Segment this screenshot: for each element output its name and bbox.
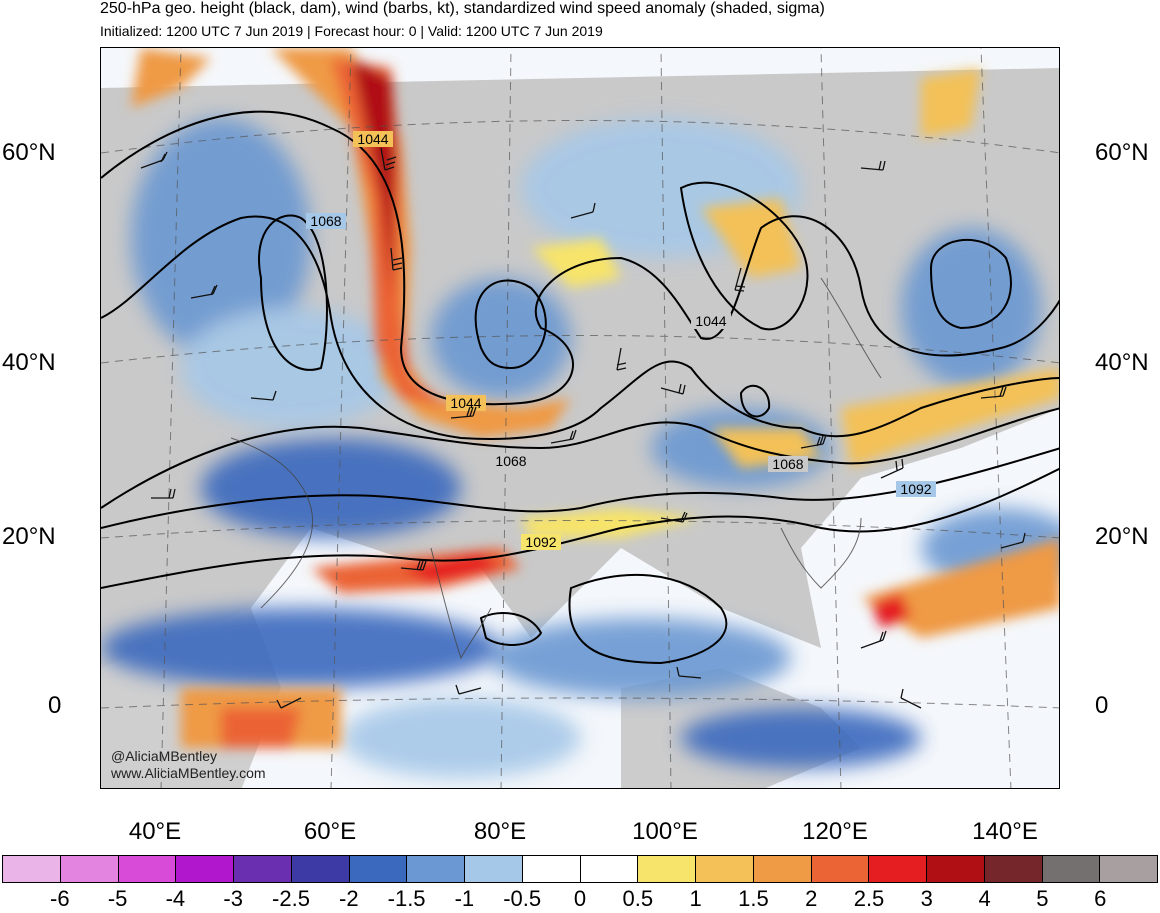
lon-label: 80°E — [473, 818, 527, 845]
contour-label-bg — [353, 131, 393, 147]
colorbar-swatch — [580, 856, 639, 882]
lat-label-left: 60°N — [2, 139, 56, 166]
colorbar-tick-label: 1.5 — [738, 886, 769, 911]
contour-label: 1044 — [695, 313, 726, 329]
colorbar-tick-label: -1 — [454, 886, 475, 911]
colorbar-tick-label: 2 — [805, 886, 818, 911]
contour-label-bg — [691, 313, 731, 329]
contour-label-bg — [768, 456, 808, 472]
contour-label-bg — [306, 213, 346, 229]
colorbar-tick-label: 0 — [573, 886, 587, 911]
colorbar-swatch — [60, 856, 119, 882]
contour-label: 1044 — [450, 395, 481, 411]
graticule — [101, 48, 1059, 788]
colorbar-tick-label: 0.5 — [622, 886, 654, 911]
colorbar-swatch — [465, 856, 523, 882]
height-contours — [101, 110, 1059, 665]
colorbar-tick-label: 5 — [1036, 886, 1049, 911]
colorbar-swatch — [696, 856, 754, 882]
contour-label: 1092 — [525, 534, 556, 550]
colorbar-tick-label: -6 — [50, 886, 70, 911]
colorbar-tick-label: 3 — [920, 886, 933, 911]
contour-label: 1068 — [772, 456, 803, 472]
negative-anomaly-shading — [101, 118, 1059, 778]
coastlines — [230, 277, 882, 660]
colorbar-tick-label: 2.5 — [853, 886, 885, 911]
colorbar-tick-label: 6 — [1094, 886, 1107, 911]
contour-label-group: 1044 1068 1044 1044 1068 1068 1092 1092 — [306, 131, 936, 550]
colorbar-swatch — [869, 856, 927, 882]
colorbar-swatch — [1042, 856, 1101, 882]
contour-label-bg — [896, 481, 936, 497]
colorbar-swatch — [638, 856, 696, 882]
colorbar-swatch — [3, 856, 61, 882]
lon-label: 140°E — [972, 818, 1038, 845]
credit-url: www.AliciaMBentley.com — [111, 765, 266, 781]
contour-label: 1044 — [357, 131, 388, 147]
lon-label: 100°E — [632, 818, 698, 845]
colorbar-swatch — [753, 856, 812, 882]
colorbar-swatch — [349, 856, 408, 882]
lon-label: 60°E — [303, 818, 357, 845]
colorbar-tick-label: -1.5 — [387, 886, 426, 911]
colorbar-tick-label: -3 — [223, 886, 243, 911]
colorbar — [2, 855, 1158, 883]
colorbar-tick-label: -2 — [339, 886, 359, 911]
lon-label: 120°E — [802, 818, 868, 845]
colorbar-swatch — [234, 856, 292, 882]
colorbar-tick-label: -5 — [107, 886, 128, 911]
lat-label-right: 20°N — [1095, 523, 1149, 550]
lat-label-right: 60°N — [1095, 139, 1149, 166]
contour-label: 1092 — [900, 481, 931, 497]
colorbar-tick-label: 1 — [689, 886, 702, 911]
contour-label: 1068 — [310, 213, 341, 229]
colorbar-tick-label: -0.5 — [503, 886, 542, 911]
contour-label: 1068 — [495, 453, 526, 469]
colorbar-tick-label: -2.5 — [272, 886, 310, 911]
colorbar-tick-label: -4 — [165, 886, 186, 911]
colorbar-swatch — [118, 856, 177, 882]
colorbar-swatch — [407, 856, 465, 882]
colorbar-swatch — [811, 856, 870, 882]
lat-label-left: 40°N — [2, 349, 56, 376]
colorbar-swatch — [984, 856, 1043, 882]
map-panel: 1044 1068 1044 1044 1068 1068 1092 1092 — [100, 47, 1060, 789]
contour-label-bg — [521, 534, 561, 550]
wind-barbs — [140, 147, 1026, 709]
colorbar-swatch — [291, 856, 350, 882]
colorbar-swatch — [522, 856, 581, 882]
lat-label-left: 0 — [48, 692, 62, 719]
contour-label-bg — [491, 453, 531, 469]
lat-label-left: 20°N — [2, 523, 56, 550]
colorbar-swatch — [176, 856, 234, 882]
figure-subtitle: Initialized: 1200 UTC 7 Jun 2019 | Forec… — [100, 23, 603, 39]
lat-label-right: 0 — [1095, 692, 1109, 719]
figure-title: 250-hPa geo. height (black, dam), wind (… — [100, 0, 825, 17]
colorbar-swatch — [1100, 856, 1157, 882]
map-graphic: 1044 1068 1044 1044 1068 1068 1092 1092 — [101, 48, 1059, 788]
colorbar-tick-label: 4 — [978, 886, 991, 911]
credit-handle: @AliciaMBentley — [111, 748, 218, 764]
colorbar-swatch — [927, 856, 985, 882]
lon-label: 40°E — [128, 818, 182, 845]
lat-label-right: 40°N — [1095, 349, 1149, 376]
